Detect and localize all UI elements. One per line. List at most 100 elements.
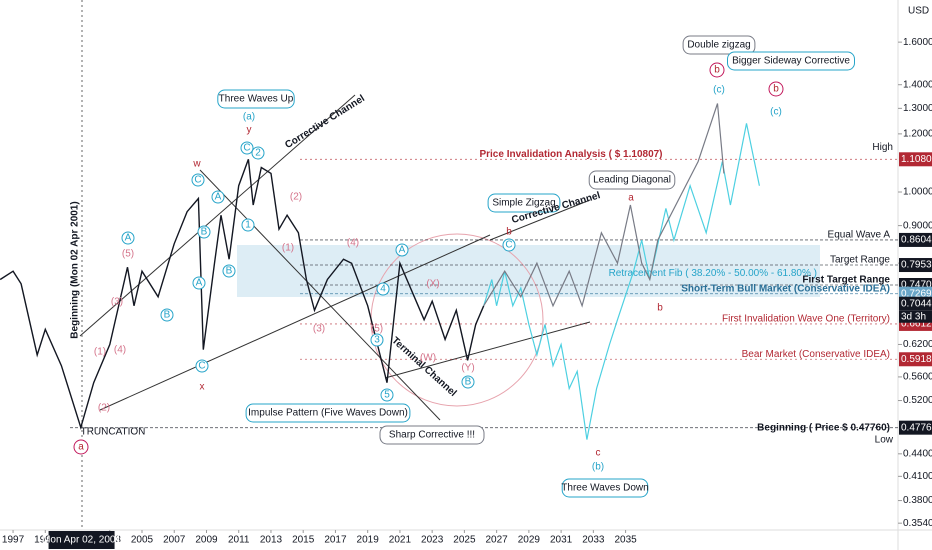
channel-line	[79, 94, 356, 337]
annotation: A	[196, 278, 203, 289]
annotation: (3)	[111, 297, 123, 308]
note-box	[588, 170, 676, 190]
annotation: b	[506, 227, 512, 238]
projection-line	[483, 103, 725, 308]
x-tick-label: 2005	[131, 535, 154, 546]
annotation: x	[200, 382, 205, 393]
x-tick-label: 2031	[550, 535, 573, 546]
annotation: (a)	[243, 112, 255, 123]
annotation: a	[628, 193, 634, 204]
annotation: c	[596, 448, 601, 459]
wave-circle	[121, 231, 135, 245]
annotation: C	[243, 143, 250, 154]
price-tag-label: 0.66123	[901, 319, 932, 330]
countdown: 3d 3h	[901, 311, 926, 322]
x-tick-label: 2015	[292, 535, 315, 546]
level-text: First Invalidation Wave One (Territory)	[722, 314, 890, 325]
x-tick-label: 2017	[324, 535, 347, 546]
x-tick-label: 2009	[195, 535, 218, 546]
annotation: (Y)	[461, 363, 474, 374]
price-tag	[899, 258, 932, 273]
price-tag-label: 0.79536	[901, 260, 932, 271]
level-text: Beginning ( Price $ 0.47760)	[757, 422, 890, 433]
x-tick-label: 2019	[357, 535, 380, 546]
y-tick-label: 1.60000	[903, 37, 932, 48]
channel-line	[199, 169, 441, 421]
annotation: (b)	[592, 462, 604, 473]
wave-circle	[197, 225, 211, 239]
crosshair-tag	[48, 531, 115, 549]
note-box	[727, 51, 855, 71]
price-tag	[899, 352, 932, 367]
note-box	[379, 425, 485, 445]
annotation: C	[198, 361, 205, 372]
annotation: B	[164, 310, 171, 321]
wave-circle	[160, 308, 174, 322]
x-tick-label: 2027	[486, 535, 509, 546]
wave-circle	[461, 375, 475, 389]
channel-line	[99, 234, 491, 411]
countdown-tag	[899, 310, 932, 323]
annotation: (1)	[282, 243, 294, 254]
x-tick-label: 2011	[228, 535, 250, 546]
x-tick-label: 2029	[518, 535, 541, 546]
annotation: (c)	[713, 85, 725, 96]
wave-circle	[395, 243, 409, 257]
level-text: Bear Market (Conservative IDEA)	[742, 349, 890, 360]
price-tag-label: 0.72695	[901, 288, 932, 299]
annotation: (3)	[313, 324, 325, 335]
x-tick-label: 2035	[614, 535, 637, 546]
x-tick-label: 2033	[582, 535, 605, 546]
wave-circle	[380, 388, 394, 402]
projection-line	[483, 123, 760, 440]
annotation: B	[465, 377, 472, 388]
wave-circle	[73, 439, 89, 455]
x-tick-label: 2023	[421, 535, 444, 546]
annotation: Bigger Sideway Corrective	[732, 56, 850, 67]
x-tick-label: 2013	[260, 535, 283, 546]
annotation: (2)	[98, 403, 110, 414]
crosshair-label: Mon Apr 02, 2001	[42, 535, 121, 546]
wave-circle	[211, 190, 225, 204]
y-tick-label: 1.40000	[903, 79, 932, 90]
annotation: C	[505, 240, 512, 251]
price-tag	[899, 232, 932, 247]
price-tag-label: 0.47760	[901, 422, 932, 433]
level-text: First Target Range	[802, 275, 890, 286]
price-tag-label: 0.70442	[901, 298, 932, 309]
price-tag-label: 0.86048	[901, 235, 932, 246]
x-tick-label: 1997	[2, 535, 25, 546]
annotation: w	[192, 159, 201, 170]
wave-circle	[709, 62, 725, 78]
annotation: Beginning (Mon 02 Apr 2001)	[70, 201, 81, 338]
annotation: (5)	[371, 324, 383, 335]
wave-circle	[195, 359, 209, 373]
annotation: (W)	[420, 353, 436, 364]
annotation: a	[78, 442, 84, 453]
y-tick-label: 0.35400	[903, 518, 932, 529]
wave-circle	[222, 264, 236, 278]
level-text: Equal Wave A	[828, 230, 891, 241]
price-tag	[899, 420, 932, 435]
wave-circle	[251, 146, 265, 160]
price-tag-label: 0.59187	[901, 354, 932, 365]
channel-line	[384, 321, 591, 379]
currency: USD	[908, 6, 929, 17]
annotation: (X)	[426, 279, 439, 290]
annotation: Leading Diagonal	[593, 175, 671, 186]
price-tag	[899, 152, 932, 167]
high-label: High	[872, 142, 893, 153]
annotation: Three Waves Up	[219, 94, 294, 105]
annotation: 5	[384, 390, 390, 401]
channel-line	[489, 199, 591, 241]
annotation: TRUNCATION	[81, 427, 146, 438]
wave-circle	[240, 141, 254, 155]
annotation: (5)	[122, 249, 134, 260]
channels	[79, 94, 591, 421]
